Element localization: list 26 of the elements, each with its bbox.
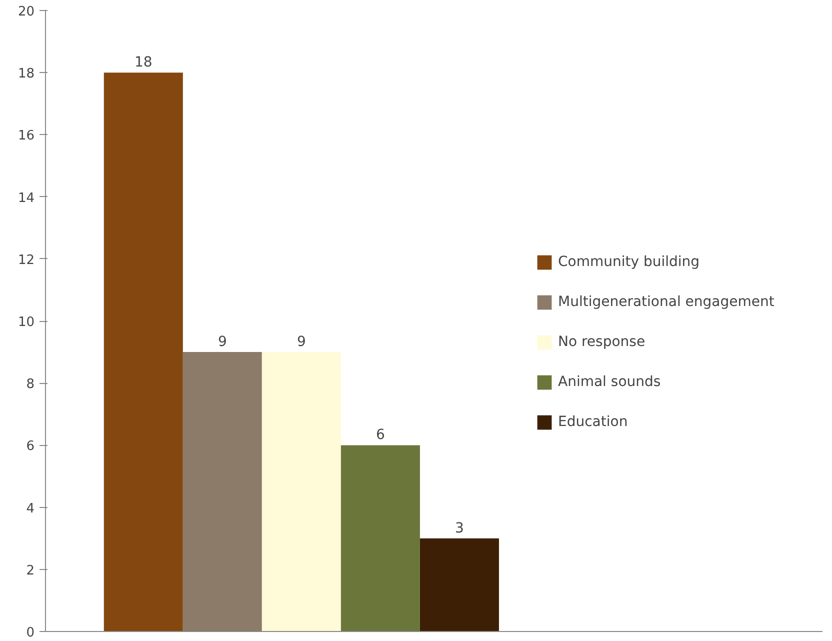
data-label: 3 — [455, 520, 464, 536]
y-tick-label: 0 — [26, 626, 35, 640]
y-tick-label: 10 — [18, 315, 35, 330]
y-tick-label: 12 — [18, 252, 35, 268]
data-label: 9 — [296, 334, 306, 350]
bar — [182, 352, 262, 632]
legend-label: Education — [558, 414, 628, 430]
data-label: 6 — [376, 427, 385, 444]
y-tick-label: 6 — [26, 439, 35, 454]
y-tick-label: 16 — [18, 128, 35, 144]
y-tick-label: 20 — [18, 4, 35, 20]
y-tick-label: 18 — [18, 66, 35, 82]
y-tick-label: 14 — [18, 190, 35, 206]
data-label: 18 — [134, 54, 152, 71]
legend-label: No response — [558, 334, 646, 350]
bar — [340, 445, 420, 632]
bar — [262, 352, 341, 632]
y-tick-label: 8 — [26, 377, 35, 392]
legend-label: Multigenerational engagement — [558, 294, 774, 310]
legend-label: Community building — [558, 254, 700, 270]
legend-label: Animal sounds — [558, 374, 661, 390]
y-tick-label: 2 — [26, 563, 35, 578]
bar — [420, 538, 499, 632]
data-label: 9 — [218, 334, 227, 350]
y-tick-label: 4 — [26, 501, 35, 516]
bar — [104, 72, 183, 632]
